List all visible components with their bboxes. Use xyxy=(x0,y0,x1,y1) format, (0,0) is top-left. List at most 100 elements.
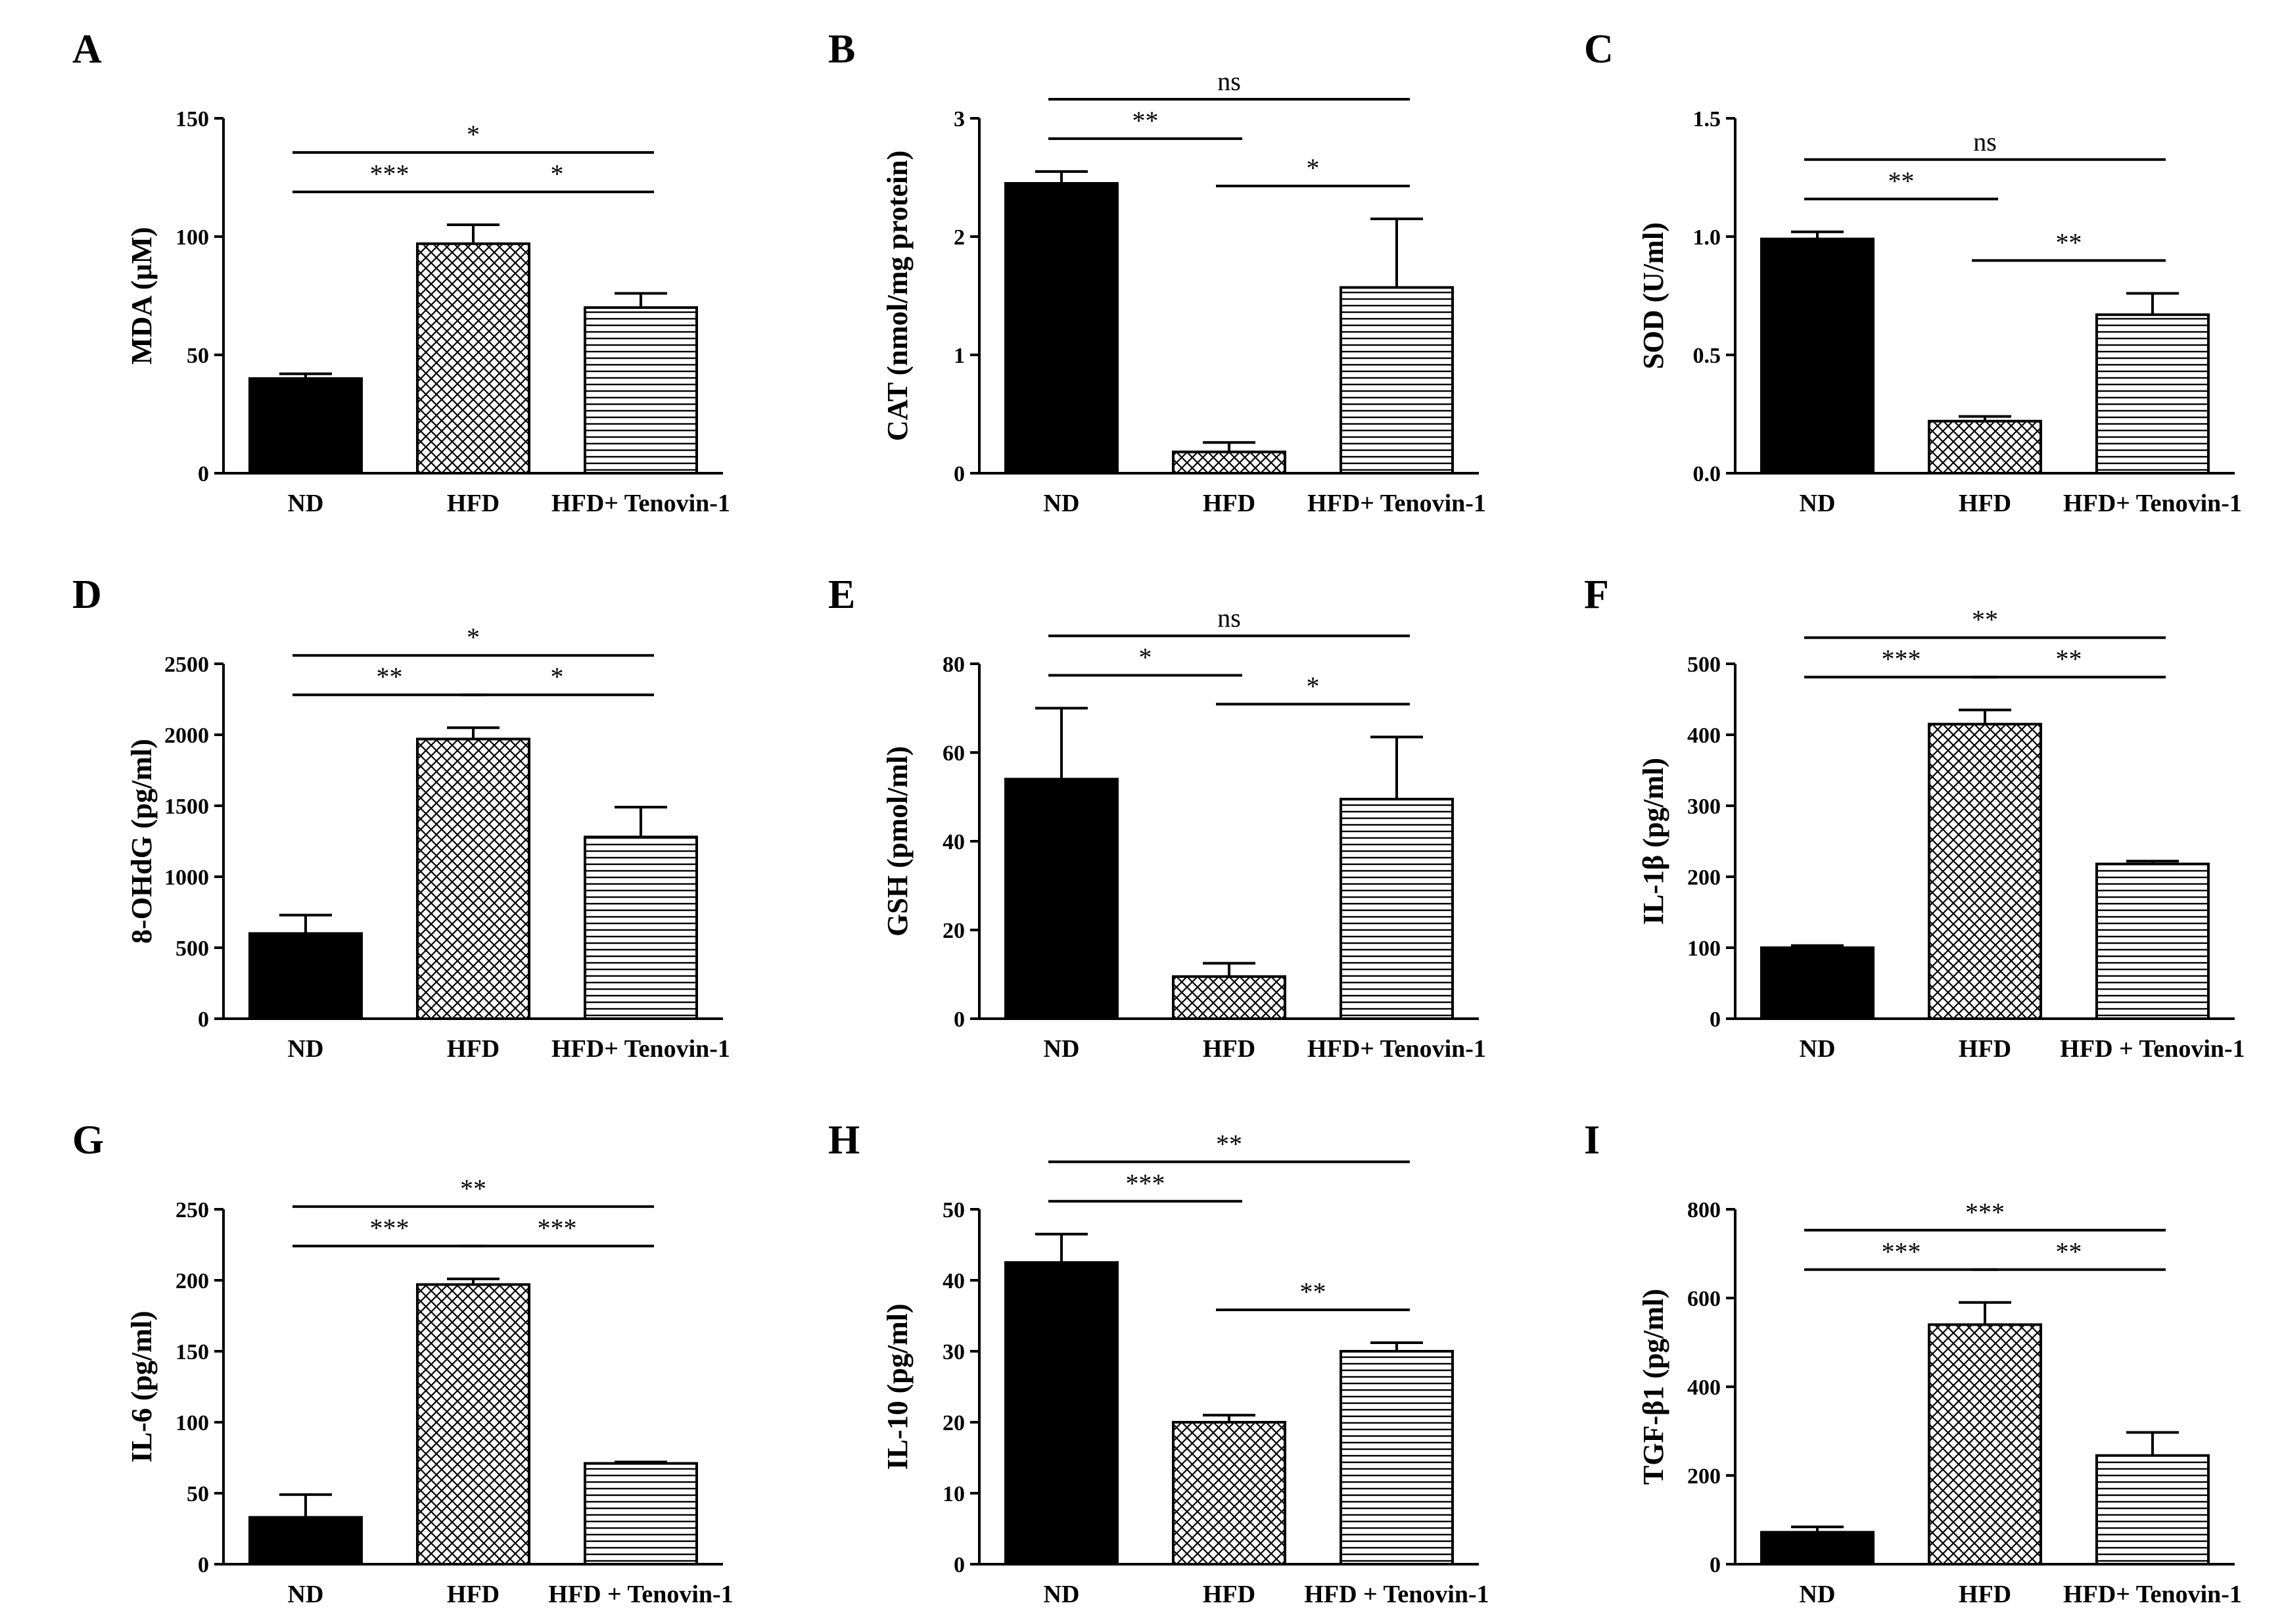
y-tick-label: 0 xyxy=(954,1553,965,1577)
significance-label: * xyxy=(1307,671,1320,701)
bar-nd xyxy=(1004,1261,1119,1566)
panel-B: B 0 1 2 3 CAT (nmol/mg protein) ND HFD HFD+ Teno… xyxy=(828,27,1486,517)
x-category-label: HFD+ Tenovin-1 xyxy=(551,1035,730,1063)
y-tick-label: 2500 xyxy=(164,653,209,677)
y-axis-label: IL-1β (pg/ml) xyxy=(1637,758,1669,925)
panel-label: B xyxy=(828,27,855,72)
y-tick-label: 0.5 xyxy=(1693,344,1721,368)
x-category-label: ND xyxy=(288,1035,324,1063)
y-tick-label: 50 xyxy=(943,1198,965,1222)
y-axis-label: IL-6 (pg/ml) xyxy=(126,1311,158,1463)
bar-nd xyxy=(1004,777,1119,1020)
panel-label: H xyxy=(828,1118,860,1163)
significance-label: ** xyxy=(1132,106,1159,135)
y-tick-label: 1000 xyxy=(164,866,209,890)
significance-label: *** xyxy=(538,1213,577,1243)
x-category-label: HFD xyxy=(1959,1581,2011,1608)
y-tick-label: 0 xyxy=(954,1008,965,1032)
y-axis-label: IL-10 (pg/ml) xyxy=(881,1304,914,1470)
significance-label: *** xyxy=(1882,644,1921,674)
panel-label: G xyxy=(72,1118,104,1163)
bar-hfd-tenovin-1 xyxy=(2095,313,2210,475)
significance-label: ** xyxy=(2056,227,2082,257)
y-tick-label: 200 xyxy=(175,1269,209,1293)
x-category-label: ND xyxy=(1044,1035,1080,1063)
significance-label: *** xyxy=(370,159,409,189)
bar-hfd xyxy=(1928,1323,2042,1566)
bar-hfd-tenovin-1 xyxy=(584,1462,698,1566)
panel-E: E 0 20 40 60 80 GSH (pmol/ml) ND HFD HFD+ Tenovin… xyxy=(828,572,1486,1063)
panel-label: I xyxy=(1584,1118,1600,1163)
bar-nd xyxy=(248,1516,363,1566)
x-category-label: ND xyxy=(1800,1581,1836,1608)
panel-I: I 0 200 400 600 800 TGF-β1 (pg/ml) ND HFD HFD+ Te… xyxy=(1584,1118,2242,1608)
bar-hfd xyxy=(1928,722,2042,1020)
y-tick-label: 20 xyxy=(943,1411,965,1435)
y-tick-label: 60 xyxy=(943,741,965,766)
significance-label: ** xyxy=(2056,644,2082,674)
significance-label: ** xyxy=(1888,166,1915,196)
x-category-label: HFD xyxy=(1203,1035,1255,1063)
bar-hfd-tenovin-1 xyxy=(1340,286,1454,475)
x-category-label: HFD+ Tenovin-1 xyxy=(1307,1035,1486,1063)
significance-label: * xyxy=(467,120,480,149)
bar-hfd-tenovin-1 xyxy=(2095,1454,2210,1566)
significance-label: *** xyxy=(1965,1197,2005,1227)
x-category-label: HFD xyxy=(447,1035,500,1063)
y-axis-label: SOD (U/ml) xyxy=(1637,222,1669,369)
y-tick-label: 2000 xyxy=(164,724,209,748)
panel-label: E xyxy=(828,572,855,617)
x-category-label: ND xyxy=(1044,1581,1080,1608)
y-tick-label: 200 xyxy=(1687,1464,1721,1489)
panel-G: G 0 50 100 150 200 250 IL-6 (pg/ml) ND HFD HFD + T… xyxy=(72,1118,734,1608)
x-category-label: HFD xyxy=(447,490,500,517)
significance-label: * xyxy=(1307,153,1320,183)
bar-hfd xyxy=(416,242,530,475)
significance-label: * xyxy=(1139,643,1152,672)
y-tick-label: 150 xyxy=(175,1340,209,1364)
significance-label: ns xyxy=(1217,66,1241,96)
y-tick-label: 800 xyxy=(1687,1198,1721,1222)
panel-D: D 0 500 1000 1500 2000 2500 8-OHdG (pg/ml) ND HFD… xyxy=(72,572,730,1063)
y-tick-label: 600 xyxy=(1687,1287,1721,1311)
x-category-label: ND xyxy=(1044,490,1080,517)
significance-label: ** xyxy=(377,662,403,691)
panel-label: A xyxy=(72,27,102,72)
significance-label: * xyxy=(551,159,564,189)
y-tick-label: 1.5 xyxy=(1693,107,1721,131)
panel-F: F 0 100 200 300 400 500 IL-1β (pg/ml) ND HFD HFD +… xyxy=(1584,572,2245,1063)
bar-hfd xyxy=(1172,1421,1286,1566)
bar-hfd-tenovin-1 xyxy=(584,306,698,475)
significance-label: *** xyxy=(1126,1169,1165,1198)
y-axis-label: TGF-β1 (pg/ml) xyxy=(1637,1289,1669,1485)
y-tick-label: 100 xyxy=(1687,937,1721,961)
significance-label: ns xyxy=(1973,127,1997,156)
y-tick-label: 2 xyxy=(954,225,965,250)
y-tick-label: 20 xyxy=(943,919,965,943)
y-tick-label: 500 xyxy=(1687,653,1721,677)
y-axis-label: CAT (nmol/mg protein) xyxy=(881,151,914,441)
significance-label: ** xyxy=(1300,1277,1326,1307)
panel-H: H 0 10 20 30 40 50 IL-10 (pg/ml) ND HFD HFD + Teno… xyxy=(828,1118,1489,1608)
bar-hfd xyxy=(1172,975,1286,1020)
x-category-label: HFD+ Tenovin-1 xyxy=(2063,1581,2242,1608)
x-category-label: HFD+ Tenovin-1 xyxy=(551,490,730,517)
y-tick-label: 10 xyxy=(943,1482,965,1506)
y-tick-label: 0 xyxy=(198,462,209,486)
y-tick-label: 80 xyxy=(943,653,965,677)
bar-hfd xyxy=(416,1283,530,1566)
y-tick-label: 100 xyxy=(175,225,209,250)
x-category-label: HFD + Tenovin-1 xyxy=(1304,1581,1489,1608)
x-category-label: HFD+ Tenovin-1 xyxy=(1307,490,1486,517)
bar-hfd xyxy=(1172,450,1286,475)
y-tick-label: 0 xyxy=(954,462,965,486)
bar-nd xyxy=(1004,182,1119,475)
y-tick-label: 40 xyxy=(943,1269,965,1293)
bar-nd xyxy=(248,932,363,1021)
y-tick-label: 150 xyxy=(175,107,209,131)
bar-hfd-tenovin-1 xyxy=(1340,1350,1454,1566)
bar-nd xyxy=(248,377,363,475)
x-category-label: HFD xyxy=(1959,490,2011,517)
significance-label: * xyxy=(467,622,480,652)
y-axis-label: MDA (μM) xyxy=(126,227,158,364)
